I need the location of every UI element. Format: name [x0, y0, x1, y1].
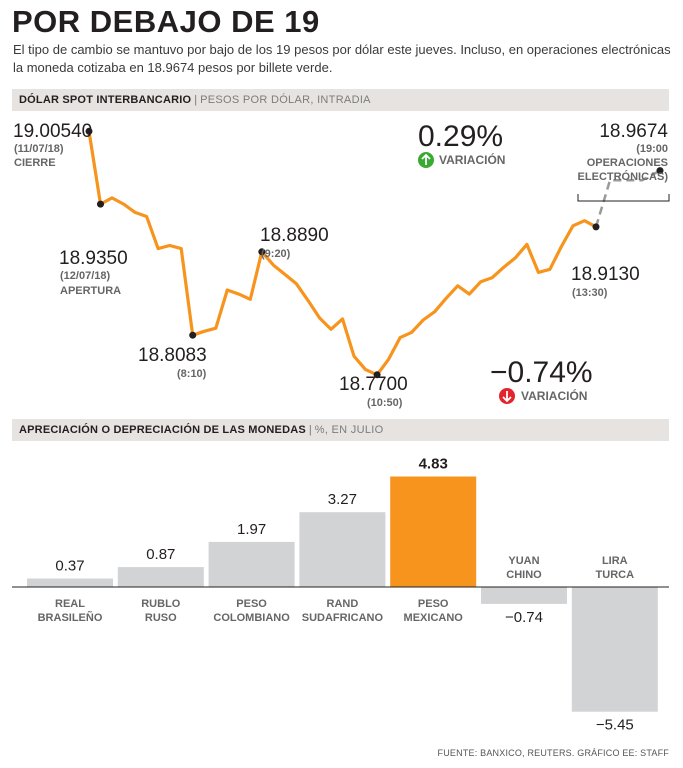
currency-section-header: APRECIACIÓN O DEPRECIACIÓN DE LAS MONEDA…: [12, 419, 669, 441]
spot-section-unit: PESOS POR DÓLAR, INTRADIA: [200, 94, 371, 106]
category-label-6-0: LIRA: [602, 555, 628, 567]
open-point: [97, 200, 104, 208]
electronic-point: [656, 167, 664, 175]
bar-4: [390, 476, 477, 587]
bar-value-label-5: −0.74: [505, 609, 543, 626]
page-subtitle: El tipo de cambio se mantuvo por bajo de…: [13, 42, 671, 75]
spot-section-header: DÓLAR SPOT INTERBANCARIO | PESOS POR DÓLAR…: [12, 89, 669, 111]
category-label-3-0: RAND: [327, 598, 359, 610]
close-date-label: (11/07/18): [14, 143, 64, 155]
bar-1: [117, 567, 204, 587]
variation-up-value: 0.29%: [418, 120, 503, 153]
bar-5: [481, 587, 567, 604]
bar-value-label-6: −5.45: [596, 717, 634, 734]
close-caption-label: CIERRE: [14, 157, 56, 169]
p1-time-label: (8:10): [177, 368, 207, 380]
electronic-line2-label: ELECTRÓNICAS): [578, 170, 669, 183]
electronic-time-label: (19:00: [636, 143, 668, 155]
close-value-label: 19.00540: [13, 121, 92, 142]
bar-value-label-0: 0.37: [55, 558, 84, 575]
bar-6: [571, 587, 658, 712]
bar-2: [208, 541, 295, 587]
close-point: [85, 127, 93, 135]
min-point: [373, 371, 381, 379]
category-label-1-1: RUSO: [145, 612, 177, 624]
electronic-line1-label: OPERACIONES: [587, 157, 668, 169]
last-value-label: 18.9130: [571, 264, 640, 285]
electronic-value-label: 18.9674: [599, 121, 668, 142]
bar-value-label-3: 3.27: [328, 491, 357, 508]
arrow-up-icon: [418, 152, 434, 168]
p2-value-label: 18.8890: [260, 225, 329, 246]
category-label-6-1: TURCA: [596, 569, 635, 581]
category-label-2-1: COLOMBIANO: [213, 612, 290, 624]
variation-up-label: VARIACIÓN: [439, 152, 505, 167]
p2-point: [258, 248, 266, 256]
min-time-label: (10:50): [367, 397, 403, 409]
electronic-bracket: [577, 194, 670, 202]
open-date-label: (12/07/18): [60, 270, 110, 282]
category-label-4-0: PESO: [418, 598, 449, 610]
category-label-5-0: YUAN: [508, 555, 539, 567]
currency-section-separator: |: [308, 424, 312, 436]
bar-0: [27, 578, 113, 587]
spot-line-series: [87, 129, 598, 377]
currency-section-title: APRECIACIÓN O DEPRECIACIÓN DE LAS MONEDA…: [19, 424, 306, 436]
open-caption-label: APERTURA: [60, 285, 121, 297]
last-time-label: (13:30): [572, 287, 608, 299]
min-value-label: 18.7700: [339, 374, 408, 395]
page-title: POR DEBAJO DE 19: [12, 4, 320, 39]
category-label-5-1: CHINO: [506, 569, 542, 581]
p1-value-label: 18.8083: [138, 345, 207, 366]
bar-3: [299, 512, 386, 587]
open-value-label: 18.9350: [59, 248, 128, 269]
variation-down-value: −0.74%: [490, 356, 593, 389]
category-label-4-1: MEXICANO: [404, 612, 464, 624]
category-label-0-0: REAL: [55, 598, 85, 610]
spot-section-separator: |: [194, 94, 198, 106]
spot-section-title: DÓLAR SPOT INTERBANCARIO: [19, 94, 192, 106]
category-label-2-0: PESO: [236, 598, 267, 610]
bar-value-label-4: 4.83: [419, 456, 448, 473]
bar-value-label-2: 1.97: [237, 521, 266, 538]
category-label-1-0: RUBLO: [141, 598, 181, 610]
arrow-down-icon: [499, 388, 515, 404]
currency-section-unit: %, EN JULIO: [314, 424, 384, 436]
variation-down-label: VARIACIÓN: [521, 388, 587, 403]
last-point: [592, 223, 600, 231]
p1-point: [189, 331, 197, 339]
spot-line-chart: 19.00540 (11/07/18) CIERRE 18.9350 (12/0…: [13, 120, 670, 409]
category-label-3-1: SUDAFRICANO: [302, 612, 384, 624]
source-note: FUENTE: BANXICO, REUTERS. GRÁFICO EE: ST…: [437, 748, 669, 758]
p2-time-label: (9:20): [261, 248, 291, 260]
category-label-0-1: BRASILEÑO: [38, 611, 103, 624]
bar-value-label-1: 0.87: [146, 546, 175, 563]
